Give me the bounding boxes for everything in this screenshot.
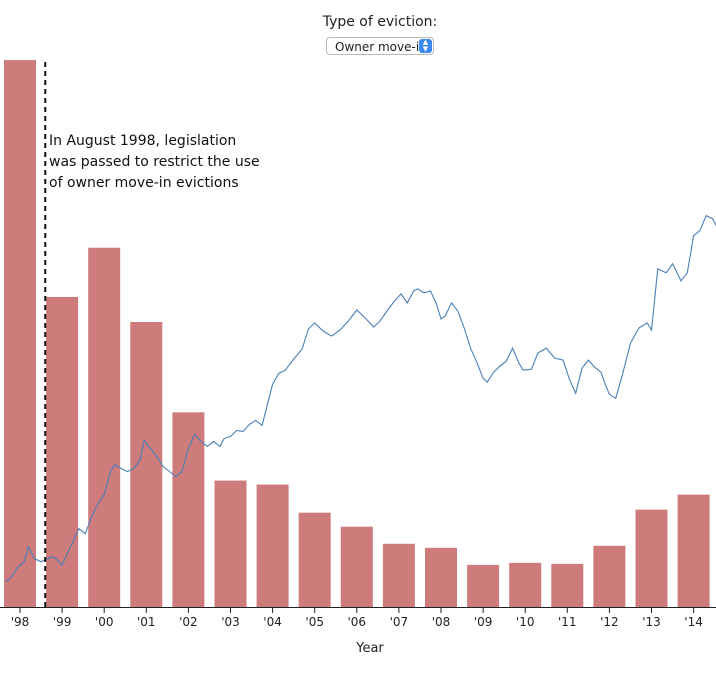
- x-tick-label-14: '14: [684, 615, 703, 629]
- x-axis-title: Year: [355, 641, 384, 656]
- x-tick-label-09: '09: [474, 615, 493, 629]
- bar-04: [256, 484, 289, 607]
- x-tick-label-02: '02: [179, 615, 198, 629]
- x-tick-label-10: '10: [516, 615, 535, 629]
- x-tick-label-98: '98: [11, 615, 30, 629]
- annotation-text-line-3: of owner move-in evictions: [49, 175, 239, 191]
- bar-00: [88, 247, 121, 608]
- bars-layer: [4, 60, 710, 608]
- annotation-text-line-2: was passed to restrict the use: [49, 154, 260, 170]
- eviction-type-select[interactable]: Owner move-in ▲ ▼: [326, 37, 434, 55]
- x-tick-label-06: '06: [348, 615, 367, 629]
- bar-11: [551, 563, 584, 607]
- bar-09: [467, 564, 500, 607]
- eviction-type-label: Type of eviction:: [322, 14, 438, 30]
- bar-02: [172, 412, 205, 607]
- bar-08: [425, 547, 457, 607]
- select-arrows-icon: ▲ ▼: [419, 39, 432, 53]
- bar-05: [298, 512, 331, 607]
- bar-06: [340, 526, 373, 607]
- x-axis: '98 '99 '00 '01 '02 '03 '04 '05 '06 '07 '08 '09 '10 '…: [0, 607, 716, 629]
- eviction-type-selected-value: Owner move-in: [335, 40, 427, 54]
- annotation: In August 1998, legislation was passed to…: [44, 62, 260, 607]
- x-tick-label-12: '12: [600, 615, 619, 629]
- x-tick-label-11: '11: [558, 615, 577, 629]
- x-tick-label-13: '13: [642, 615, 661, 629]
- x-tick-label-00: '00: [95, 615, 114, 629]
- x-tick-label-99: '99: [53, 615, 72, 629]
- x-tick-label-03: '03: [221, 615, 240, 629]
- x-tick-label-05: '05: [305, 615, 324, 629]
- bar-01: [130, 322, 163, 607]
- x-tick-label-04: '04: [263, 615, 282, 629]
- x-tick-label-08: '08: [432, 615, 451, 629]
- x-tick-label-07: '07: [390, 615, 409, 629]
- bar-12: [593, 545, 626, 607]
- line-layer: [5, 214, 716, 583]
- trend-line: [5, 214, 716, 583]
- bar-10: [509, 562, 542, 607]
- x-tick-label-01: '01: [137, 615, 156, 629]
- eviction-type-control: Type of eviction: Owner move-in ▲ ▼: [0, 14, 716, 55]
- bar-99: [46, 296, 79, 607]
- bar-98: [4, 60, 36, 607]
- bar-03: [214, 480, 247, 607]
- bar-14: [677, 494, 710, 607]
- annotation-text-line-1: In August 1998, legislation: [49, 133, 236, 149]
- bar-07: [382, 543, 415, 607]
- bar-13: [635, 509, 668, 607]
